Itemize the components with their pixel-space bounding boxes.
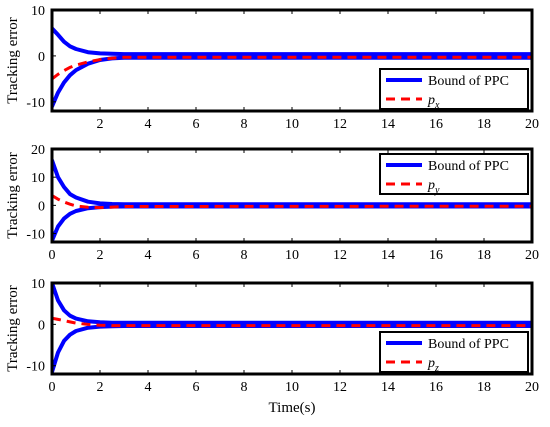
legend: Bound of PPC pz: [379, 331, 529, 374]
series-ppc-bound-lower-line: [52, 55, 532, 109]
x-tick-label: 16: [429, 117, 443, 132]
x-tick-label: 20: [525, 380, 539, 395]
chart-panel-1: 2 4 6 8 10 12 14 16 18 20 10 0 -10 Tracking error Boun…: [5, 4, 539, 132]
plot-area: [52, 283, 532, 374]
chart-panel-2: 0 2 4 6 8 10 12 14 16 18 20 20 10 0 -10 Tracking error B…: [5, 143, 539, 263]
legend-py-label: py: [427, 178, 440, 196]
y-tick-label: 0: [38, 318, 45, 333]
legend: Bound of PPC px: [379, 68, 529, 111]
series-ppc-bound-lower-line: [52, 204, 532, 242]
y-tick-label: 0: [38, 199, 45, 214]
legend: Bound of PPC py: [379, 153, 529, 196]
x-tick-label: 10: [285, 380, 299, 395]
plot-area: [52, 158, 532, 242]
x-tick-label: 10: [285, 117, 299, 132]
y-tick-label: 10: [31, 277, 45, 292]
series-py-line: [52, 194, 532, 210]
legend-ppc-bound-label: Bound of PPC: [428, 159, 509, 174]
legend-pz-label: pz: [427, 356, 439, 374]
y-axis-label: Tracking error: [5, 285, 21, 372]
series-ppc-bound-upper-line: [52, 158, 532, 207]
x-tick-label: 6: [193, 248, 200, 263]
y-tick-label: 10: [31, 4, 45, 19]
x-axis-label: Time(s): [269, 400, 316, 416]
x-tick-label: 0: [49, 248, 56, 263]
series-ppc-bound-upper-line: [52, 26, 532, 57]
x-tick-label: 2: [97, 117, 104, 132]
x-tick-label: 12: [333, 380, 347, 395]
x-tick-label: 14: [381, 117, 395, 132]
series-pz-line: [52, 316, 532, 328]
y-tick-label: 10: [31, 171, 45, 186]
x-tick-label: 14: [381, 380, 395, 395]
y-axis-label: Tracking error: [5, 152, 21, 239]
x-tick-label: 4: [145, 117, 152, 132]
y-tick-label: 0: [38, 50, 45, 65]
x-tick-label: 16: [429, 248, 443, 263]
chart-panel-3: 0 2 4 6 8 10 12 14 16 18 20 10 0 -10 Tracking error Tim…: [5, 277, 539, 416]
legend-ppc-bound-label: Bound of PPC: [428, 74, 509, 89]
series-px-line: [52, 55, 532, 81]
x-tick-label: 6: [193, 117, 200, 132]
x-tick-label: 10: [285, 248, 299, 263]
legend-box: [379, 68, 529, 110]
x-tick-label: 6: [193, 380, 200, 395]
x-tick-label: 4: [145, 380, 152, 395]
x-tick-label: 12: [333, 117, 347, 132]
legend-ppc-bound-label: Bound of PPC: [428, 337, 509, 352]
x-tick-label: 2: [97, 380, 104, 395]
y-tick-label: -10: [26, 96, 45, 111]
x-tick-label: 14: [381, 248, 395, 263]
x-tick-label: 18: [477, 248, 491, 263]
y-axis-label: Tracking error: [5, 17, 21, 104]
x-tick-label: 18: [477, 380, 491, 395]
x-tick-label: 16: [429, 380, 443, 395]
y-tick-label: 20: [31, 143, 45, 158]
legend-box: [379, 331, 529, 373]
x-tick-label: 18: [477, 117, 491, 132]
x-tick-label: 20: [525, 248, 539, 263]
x-tick-label: 4: [145, 248, 152, 263]
legend-px-label: px: [427, 93, 440, 111]
y-tick-label: -10: [26, 228, 45, 243]
x-tick-label: 20: [525, 117, 539, 132]
series-ppc-bound-upper-line: [52, 283, 532, 325]
x-tick-label: 2: [97, 248, 104, 263]
plot-area: [52, 26, 532, 109]
x-tick-label: 8: [241, 380, 248, 395]
legend-box: [379, 153, 529, 195]
x-tick-label: 8: [241, 117, 248, 132]
x-tick-label: 12: [333, 248, 347, 263]
x-tick-label: 0: [49, 380, 56, 395]
y-tick-label: -10: [26, 360, 45, 375]
x-tick-label: 8: [241, 248, 248, 263]
